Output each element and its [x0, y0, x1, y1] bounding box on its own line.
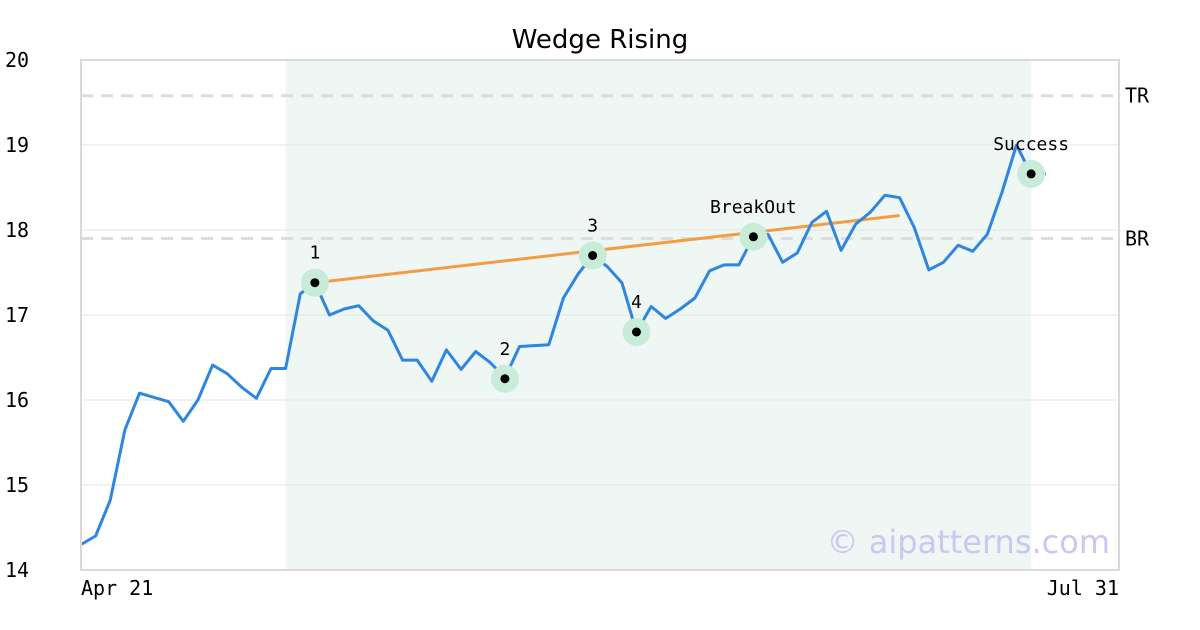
point-marker-dot [1026, 169, 1036, 179]
point-label: Success [993, 134, 1069, 155]
grid-layer [81, 144, 1119, 486]
trend-line [314, 214, 900, 285]
y-tick-label: 18 [5, 218, 29, 242]
chart-title: Wedge Rising [512, 25, 689, 55]
x-tick-label: Jul 31 [1047, 576, 1119, 600]
point-label: 1 [309, 243, 320, 264]
point-label: BreakOut [710, 197, 797, 218]
point-label: 4 [631, 292, 642, 313]
price-series-line [80, 143, 1046, 546]
y-tick-label: 17 [5, 303, 29, 327]
y-tick-label: 19 [5, 133, 29, 157]
point-marker-dot [310, 278, 320, 288]
horizontal-lines-layer: TR BR [81, 84, 1150, 251]
point-marker-dot [588, 251, 598, 260]
point-marker-dot [748, 232, 758, 242]
y-tick-label: 14 [5, 558, 29, 582]
y-tick-label: 20 [5, 48, 29, 72]
point-label: 3 [587, 216, 598, 237]
point-marker-dot [631, 327, 641, 337]
trend-line-layer [314, 214, 900, 285]
point-marker-dot [500, 374, 510, 384]
x-tick-label: Apr 21 [81, 576, 153, 600]
watermark: © aipatterns.com [827, 523, 1110, 561]
horizontal-line-label: BR [1125, 227, 1150, 251]
points-layer: 1 2 3 4 BreakOut Success [300, 134, 1069, 393]
point-label: 2 [499, 339, 510, 360]
horizontal-line-label: TR [1125, 84, 1150, 108]
y-tick-label: 15 [5, 473, 29, 497]
plot-frame [80, 59, 1120, 571]
y-tick-label: 16 [5, 388, 29, 412]
series-layer [80, 143, 1046, 546]
